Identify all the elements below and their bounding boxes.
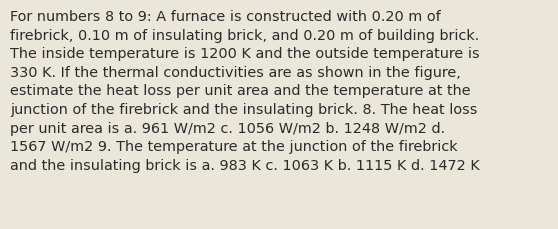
Text: For numbers 8 to 9: A furnace is constructed with 0.20 m of
firebrick, 0.10 m of: For numbers 8 to 9: A furnace is constru… [10,10,480,172]
